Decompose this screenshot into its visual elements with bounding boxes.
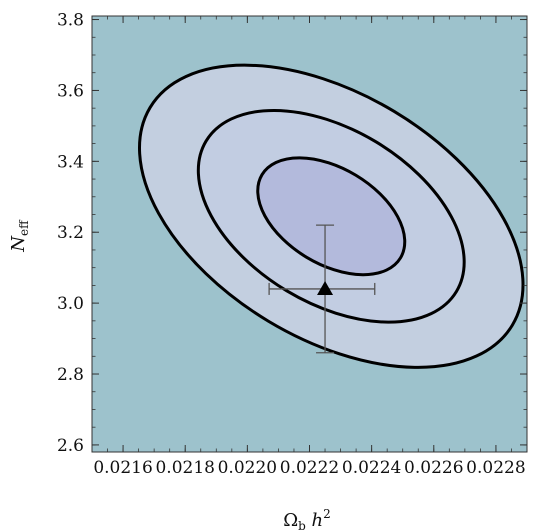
x-tick-label: 0.0220 bbox=[218, 458, 277, 478]
y-tick-label: 3.0 bbox=[57, 294, 84, 314]
axis-ticks bbox=[91, 16, 528, 452]
y-tick-label: 3.2 bbox=[57, 223, 84, 243]
x-tick-label: 0.0226 bbox=[404, 458, 463, 478]
contour-regions bbox=[138, 63, 525, 369]
y-tick-label: 3.4 bbox=[57, 152, 84, 172]
y-tick-label: 3.8 bbox=[57, 11, 84, 31]
plot-area bbox=[92, 16, 527, 452]
y-tick-label: 2.8 bbox=[57, 365, 84, 385]
y-axis-title: Neff bbox=[8, 219, 31, 253]
y-tick-labels: 2.6 2.8 3.0 3.2 3.4 3.6 3.8 bbox=[57, 11, 84, 456]
x-tick-label: 0.0218 bbox=[155, 458, 214, 478]
x-tick-label: 0.0222 bbox=[280, 458, 339, 478]
triangle-marker bbox=[317, 280, 334, 295]
x-tick-labels: 0.0216 0.0218 0.0220 0.0222 0.0224 0.0226 0.02… bbox=[93, 458, 525, 478]
x-axis-title: Ωb h2 bbox=[283, 507, 331, 531]
x-tick-label: 0.0224 bbox=[342, 458, 401, 478]
y-tick-label: 2.6 bbox=[57, 436, 84, 456]
contour-inner bbox=[256, 156, 407, 277]
x-tick-label: 0.0228 bbox=[466, 458, 525, 478]
x-tick-label: 0.0216 bbox=[93, 458, 152, 478]
best-fit-marker bbox=[317, 280, 334, 295]
y-tick-label: 3.6 bbox=[57, 81, 84, 101]
